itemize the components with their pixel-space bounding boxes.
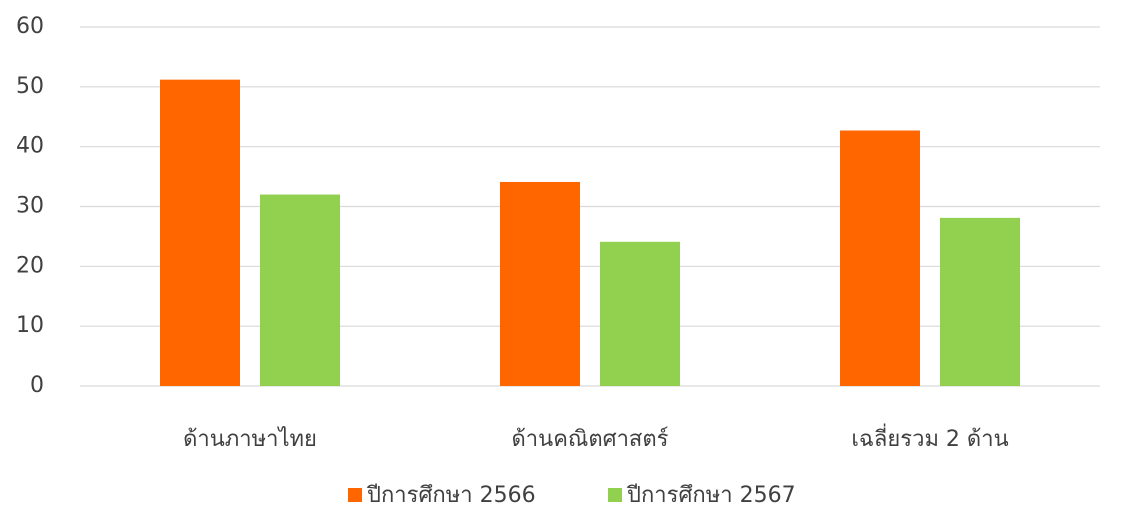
bar <box>600 241 680 386</box>
y-tick-label: 40 <box>16 134 44 159</box>
x-tick-label: ด้านภาษาไทย <box>183 426 317 452</box>
y-tick-label: 10 <box>16 313 44 338</box>
y-tick-label: 30 <box>16 194 44 219</box>
bar <box>940 217 1020 386</box>
bar <box>160 79 240 387</box>
legend-label: ปีการศึกษา 2566 <box>366 483 536 508</box>
x-tick-label: ด้านคณิตศาสตร์ <box>512 427 669 452</box>
legend-swatch <box>608 488 622 502</box>
y-tick-label: 20 <box>16 253 44 278</box>
bar <box>260 194 340 386</box>
legend-swatch <box>348 488 362 502</box>
bar <box>840 130 920 386</box>
y-tick-label: 0 <box>30 373 44 398</box>
y-tick-label: 50 <box>16 74 44 99</box>
y-tick-label: 60 <box>16 14 44 39</box>
bar <box>500 181 580 386</box>
legend-label: ปีการศึกษา 2567 <box>626 483 796 508</box>
x-tick-label: เฉลี่ยรวม 2 ด้าน <box>851 423 1008 452</box>
